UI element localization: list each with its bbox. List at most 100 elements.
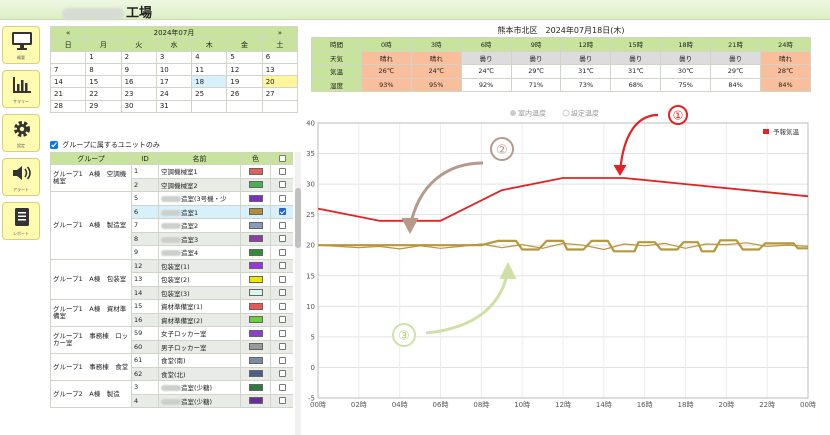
calendar-day[interactable]: 30 xyxy=(120,99,157,114)
calendar-prev-button[interactable]: « xyxy=(49,25,87,40)
color-swatch[interactable] xyxy=(248,343,263,351)
calendar-day[interactable]: 23 xyxy=(120,87,157,101)
color-swatch[interactable] xyxy=(248,181,263,189)
calendar-next-button[interactable]: » xyxy=(261,25,299,40)
unit-row[interactable]: グループ1 A棟 資材準備室 15 資材準備室(1) xyxy=(50,299,293,327)
unit-row[interactable]: 60 男子ロッカー室 xyxy=(51,339,293,354)
calendar-day[interactable]: 3 xyxy=(155,50,193,64)
sidebar-summary-button[interactable]: サマリー xyxy=(2,70,40,108)
color-swatch[interactable] xyxy=(248,397,263,405)
unit-checkbox[interactable] xyxy=(278,235,286,243)
unit-checkbox[interactable] xyxy=(278,262,286,270)
unit-row[interactable]: グループ1 事務棟 食堂 61 食堂(南) xyxy=(50,353,293,381)
calendar-day[interactable]: 22 xyxy=(85,87,122,101)
unit-checkbox[interactable] xyxy=(278,221,286,229)
calendar-day[interactable]: 17 xyxy=(155,75,193,89)
calendar-day[interactable]: 16 xyxy=(120,75,157,89)
calendar-day[interactable]: 27 xyxy=(261,87,299,101)
unit-checkbox[interactable] xyxy=(278,248,286,256)
redacted-factory-name xyxy=(62,7,124,20)
calendar-day[interactable]: 14 xyxy=(49,75,87,89)
unit-row[interactable]: 6 造室1 xyxy=(51,204,293,219)
calendar-day[interactable]: 24 xyxy=(155,87,193,101)
unit-row[interactable]: グループ1 A棟 包装室 12 包装室(1) xyxy=(50,258,293,300)
y-tick-label: 40 xyxy=(306,120,315,128)
color-swatch[interactable] xyxy=(248,248,263,256)
calendar-day[interactable]: 26 xyxy=(226,87,263,101)
calendar-day[interactable]: 20 xyxy=(261,75,299,89)
calendar-day[interactable]: 29 xyxy=(85,99,122,114)
color-swatch[interactable] xyxy=(248,316,263,324)
color-swatch[interactable] xyxy=(248,194,263,202)
calendar-day[interactable]: 31 xyxy=(155,99,193,114)
select-all-checkbox[interactable] xyxy=(278,155,286,162)
calendar-day[interactable]: 2 xyxy=(120,50,157,64)
sidebar-report-button[interactable]: レポート xyxy=(2,202,40,240)
unit-checkbox[interactable] xyxy=(278,329,286,337)
color-swatch[interactable] xyxy=(248,262,263,270)
calendar-day[interactable]: 12 xyxy=(226,62,263,77)
unit-checkbox[interactable] xyxy=(278,383,286,391)
calendar-day[interactable]: 7 xyxy=(49,62,87,77)
unit-checkbox[interactable] xyxy=(278,356,286,364)
redacted-text xyxy=(161,250,181,257)
unit-checkbox[interactable] xyxy=(278,397,286,405)
unit-checkbox[interactable] xyxy=(278,302,286,310)
unit-row[interactable]: 62 食堂(北) xyxy=(51,366,293,381)
color-swatch[interactable] xyxy=(248,329,263,337)
color-swatch[interactable] xyxy=(248,167,263,175)
weather-hour-header: 0時 xyxy=(360,37,412,52)
calendar-day[interactable]: 8 xyxy=(85,62,122,77)
calendar-day[interactable]: 21 xyxy=(49,87,87,101)
unit-row[interactable]: 4 造室(少糖) xyxy=(51,393,293,408)
unit-row[interactable]: 16 資材準備室(2) xyxy=(51,312,293,327)
unit-row[interactable]: グループ2 A棟 製造 3 造室(少糖) xyxy=(50,380,293,408)
color-swatch[interactable] xyxy=(248,356,263,364)
unit-checkbox[interactable] xyxy=(278,289,286,297)
unit-checkbox[interactable] xyxy=(278,167,286,175)
calendar-day[interactable]: 5 xyxy=(226,50,263,64)
calendar-day[interactable]: 6 xyxy=(261,50,299,64)
unit-checkbox[interactable] xyxy=(278,181,286,189)
calendar-day[interactable]: 25 xyxy=(191,87,228,101)
unit-checkbox[interactable] xyxy=(278,208,286,216)
unit-checkbox[interactable] xyxy=(278,275,286,283)
unit-row[interactable]: グループ1 事務棟 ロッカー室 59 女子ロッカー室 xyxy=(50,326,293,354)
calendar-day[interactable]: 1 xyxy=(85,50,122,64)
calendar-day[interactable]: 10 xyxy=(155,62,193,77)
group-filter: グループに属するユニットのみ xyxy=(50,140,160,150)
color-swatch[interactable] xyxy=(248,370,263,378)
color-swatch[interactable] xyxy=(248,221,263,229)
unit-checkbox[interactable] xyxy=(278,316,286,324)
unit-row[interactable]: グループ1 A棟 空調機械室 1 空調機械室1 xyxy=(50,164,293,192)
color-swatch[interactable] xyxy=(248,302,263,310)
unit-row[interactable]: 7 造室2 xyxy=(51,218,293,233)
unit-row[interactable]: 14 包装室(3) xyxy=(51,285,293,300)
color-swatch[interactable] xyxy=(248,208,263,216)
calendar-day[interactable]: 4 xyxy=(191,50,228,64)
group-only-checkbox[interactable] xyxy=(50,141,58,149)
scrollbar-thumb[interactable] xyxy=(295,188,301,248)
calendar-day[interactable]: 18 xyxy=(191,75,228,89)
sidebar-alert-button[interactable]: アラート xyxy=(2,158,40,196)
sidebar-settings-button[interactable]: 設定 xyxy=(2,114,40,152)
color-swatch[interactable] xyxy=(248,235,263,243)
unit-checkbox[interactable] xyxy=(278,370,286,378)
calendar-day[interactable]: 19 xyxy=(226,75,263,89)
unit-table-scrollbar[interactable] xyxy=(295,152,301,435)
calendar-day[interactable]: 15 xyxy=(85,75,122,89)
sidebar-overview-button[interactable]: 概要 xyxy=(2,26,40,64)
unit-row[interactable]: グループ1 A棟 製造室 5 造室(3号機・少 xyxy=(50,191,293,260)
color-swatch[interactable] xyxy=(248,383,263,391)
unit-row[interactable]: 9 造室4 xyxy=(51,245,293,260)
color-swatch[interactable] xyxy=(248,289,263,297)
unit-row[interactable]: 13 包装室(2) xyxy=(51,272,293,287)
calendar-day[interactable]: 13 xyxy=(261,62,299,77)
color-swatch[interactable] xyxy=(248,275,263,283)
unit-table-header: ID xyxy=(131,152,159,165)
calendar-day[interactable]: 28 xyxy=(49,99,87,114)
unit-checkbox[interactable] xyxy=(278,343,286,351)
calendar-day[interactable]: 9 xyxy=(120,62,157,77)
calendar-day[interactable]: 11 xyxy=(191,62,228,77)
unit-checkbox[interactable] xyxy=(278,194,286,202)
